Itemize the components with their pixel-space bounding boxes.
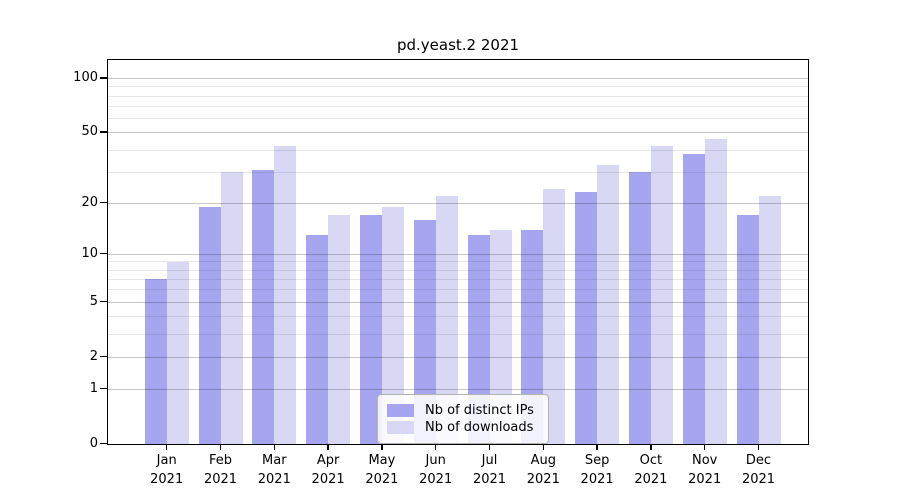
- y-tick-mark: [100, 201, 108, 204]
- x-tick-mark: [434, 444, 437, 450]
- y-tick-label-20: 20: [81, 194, 98, 210]
- gridline-8: [108, 269, 808, 271]
- gridline-40: [108, 149, 808, 151]
- bar-distinct-ips: [682, 153, 705, 444]
- x-tick-label-apr: Apr 2021: [311, 453, 345, 487]
- y-tick-label-10: 10: [81, 245, 98, 261]
- y-tick-mark: [100, 131, 108, 133]
- bar-distinct-ips: [521, 229, 544, 444]
- x-tick-label-dec: Dec 2021: [741, 453, 776, 487]
- x-tick-mark: [703, 444, 706, 450]
- legend-item-distinct-ips: Nb of distinct IPs: [387, 403, 539, 418]
- x-tick-label-jan: Jan 2021: [150, 453, 184, 487]
- x-tick-mark: [273, 444, 276, 450]
- bar-downloads: [166, 261, 189, 444]
- x-tick-mark: [381, 444, 383, 450]
- bar-distinct-ips: [144, 279, 167, 444]
- y-tick-label-1: 1: [89, 380, 98, 396]
- y-tick-label-0: 0: [89, 435, 98, 451]
- x-tick-label-nov: Nov 2021: [688, 453, 722, 487]
- legend-label-distinct-ips: Nb of distinct IPs: [425, 403, 534, 418]
- x-tick-label-sep: Sep 2021: [580, 453, 614, 487]
- bar-downloads: [597, 164, 620, 444]
- bar-distinct-ips: [628, 172, 651, 444]
- x-tick-mark: [488, 444, 491, 450]
- x-tick-label-oct: Oct 2021: [634, 453, 668, 487]
- x-tick-mark: [650, 444, 652, 450]
- legend: Nb of distinct IPs Nb of downloads: [377, 394, 549, 444]
- gridline-100: [108, 78, 808, 80]
- gridline-5: [108, 301, 808, 303]
- x-tick-mark: [757, 444, 760, 450]
- bar-downloads: [758, 195, 781, 444]
- gridline-80: [108, 95, 808, 97]
- x-tick-mark: [165, 444, 168, 450]
- x-tick-label-feb: Feb 2021: [203, 453, 238, 487]
- gridline-10: [108, 253, 808, 255]
- bar-distinct-ips: [198, 206, 221, 444]
- bar-distinct-ips: [252, 169, 275, 444]
- gridline-3: [108, 333, 808, 335]
- gridline-9: [108, 261, 808, 263]
- x-tick-label-jul: Jul 2021: [472, 453, 507, 487]
- plot-area: Nb of distinct IPs Nb of downloads: [107, 59, 809, 445]
- bar-downloads: [435, 195, 458, 444]
- y-tick-label-100: 100: [73, 70, 98, 86]
- x-tick-mark: [542, 444, 545, 450]
- legend-swatch-downloads: [387, 421, 414, 434]
- gridline-1: [108, 388, 808, 390]
- y-tick-mark: [100, 442, 108, 445]
- gridline-4: [108, 316, 808, 318]
- bar-distinct-ips: [306, 235, 329, 444]
- y-tick-mark: [100, 300, 108, 303]
- bar-downloads: [704, 139, 727, 444]
- x-tick-label-jun: Jun 2021: [419, 453, 453, 487]
- gridline-90: [108, 86, 808, 88]
- bar-distinct-ips: [467, 235, 490, 444]
- bar-downloads: [328, 215, 351, 444]
- gridline-2: [108, 356, 808, 358]
- bar-distinct-ips: [413, 219, 436, 444]
- bar-downloads: [489, 229, 512, 444]
- gridline-7: [108, 278, 808, 280]
- y-tick-label-5: 5: [89, 293, 98, 309]
- y-tick-mark: [100, 252, 108, 255]
- y-tick-mark: [100, 77, 108, 79]
- legend-swatch-distinct-ips: [387, 404, 414, 417]
- x-tick-mark: [327, 444, 329, 450]
- legend-label-downloads: Nb of downloads: [425, 420, 534, 435]
- gridline-6: [108, 289, 808, 291]
- bar-distinct-ips: [575, 192, 598, 444]
- y-tick-mark: [100, 387, 108, 390]
- chart-title: pd.yeast.2 2021: [396, 36, 520, 54]
- x-tick-mark: [596, 444, 598, 450]
- bar-downloads: [381, 206, 404, 444]
- bar-distinct-ips: [359, 215, 382, 444]
- bar-downloads: [650, 146, 673, 444]
- x-tick-label-may: May 2021: [365, 453, 399, 487]
- x-tick-label-aug: Aug 2021: [526, 453, 560, 487]
- bar-distinct-ips: [736, 215, 759, 444]
- y-tick-label-50: 50: [81, 124, 98, 140]
- y-tick-mark: [100, 355, 108, 358]
- legend-item-downloads: Nb of downloads: [387, 420, 539, 435]
- gridline-60: [108, 118, 808, 119]
- gridline-20: [108, 202, 808, 204]
- gridline-70: [108, 106, 808, 107]
- bar-downloads: [220, 172, 243, 444]
- gridline-30: [108, 171, 808, 173]
- gridline-50: [108, 132, 808, 134]
- bar-downloads: [274, 146, 297, 444]
- x-tick-label-mar: Mar 2021: [257, 453, 291, 487]
- x-tick-mark: [219, 444, 222, 450]
- y-tick-label-2: 2: [89, 348, 98, 364]
- bar-downloads: [543, 189, 566, 444]
